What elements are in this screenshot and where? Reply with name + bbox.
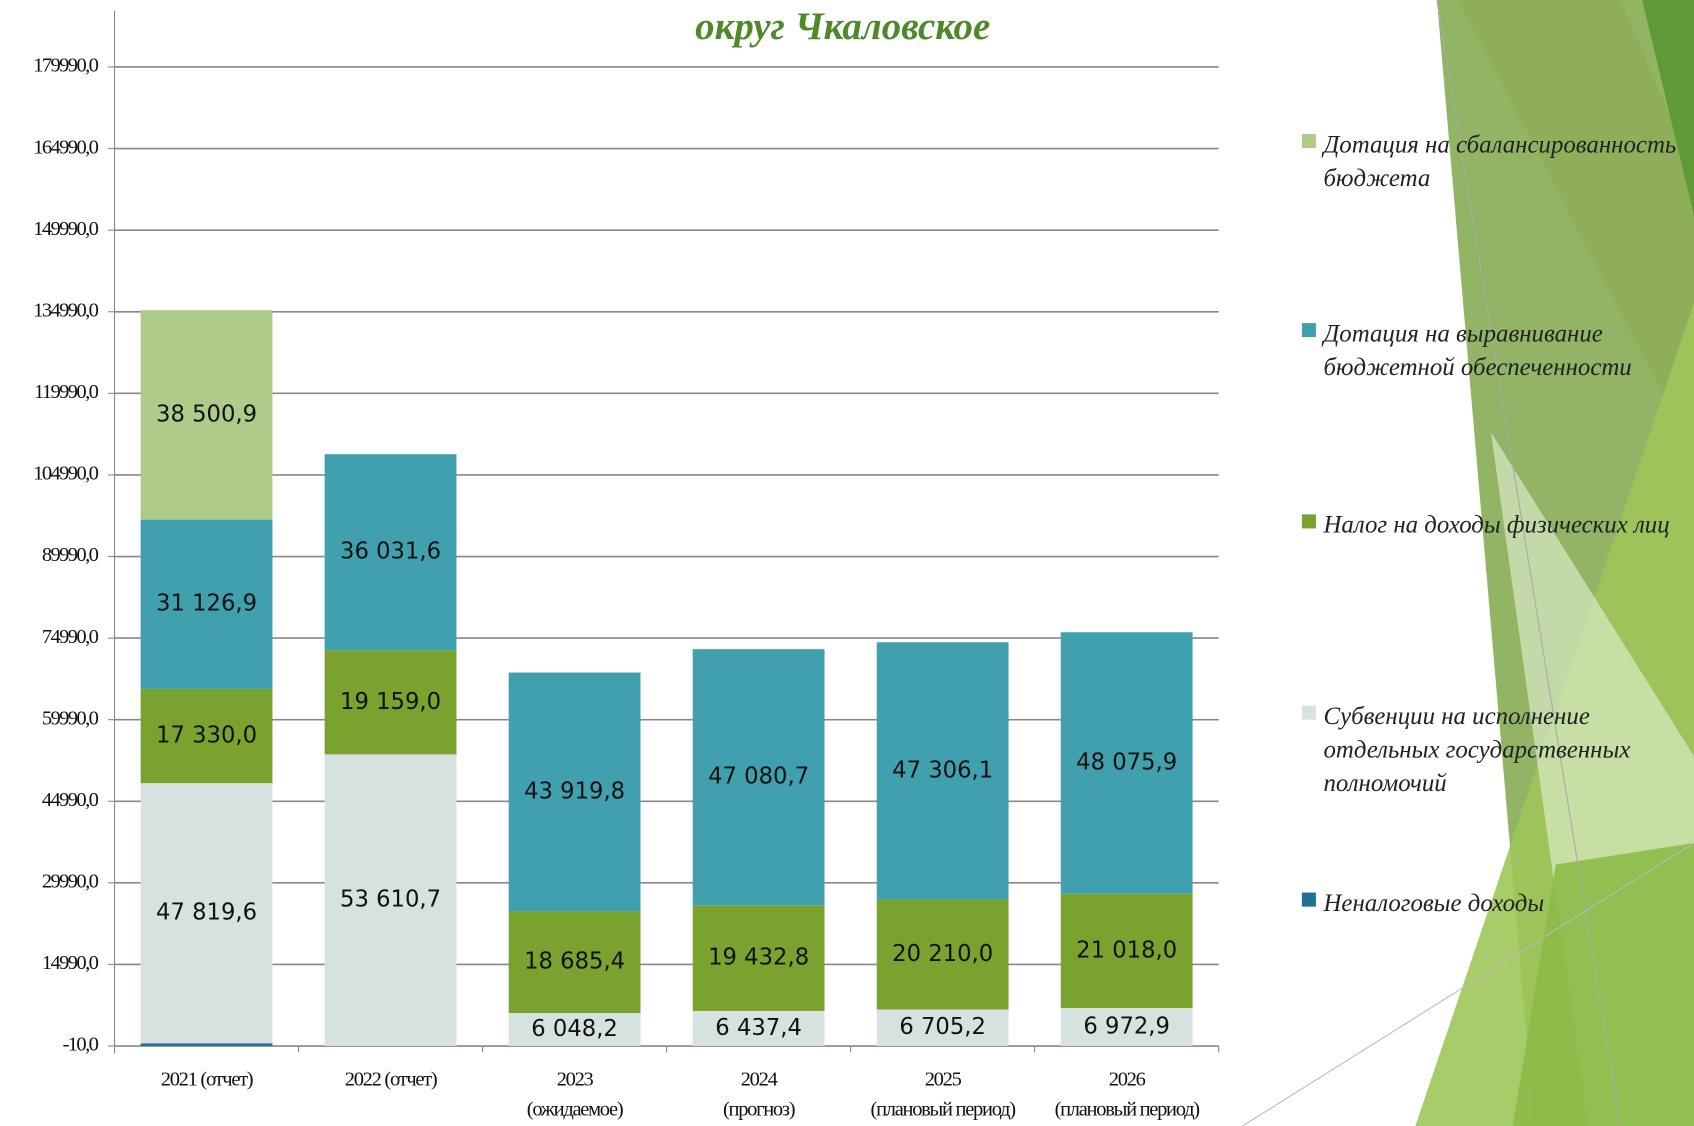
x-tick-label: 2026 — [1109, 1068, 1146, 1090]
legend-label: Субвенции на исполнение отдельных госуда… — [1323, 702, 1631, 797]
legend-item: Субвенции на исполнение отдельных госуда… — [1301, 699, 1680, 799]
bar-segment — [1060, 893, 1193, 1009]
x-tick-label: (плановый период) — [1055, 1099, 1200, 1121]
bar-segment — [1060, 632, 1193, 894]
data-label: 53 610,7 — [340, 887, 441, 913]
data-label: 17 330,0 — [156, 723, 257, 749]
legend-label: Неналоговые доходы — [1323, 889, 1545, 917]
bar-segment — [692, 1010, 825, 1046]
bar-segment — [324, 650, 457, 755]
bar-segment — [876, 642, 1009, 900]
bar-segment — [140, 310, 273, 520]
y-tick-label: 29990,0 — [42, 871, 99, 893]
bar-segment — [324, 454, 457, 651]
bar-segment — [508, 672, 641, 912]
legend-swatch — [1301, 705, 1316, 720]
data-label: 47 306,1 — [892, 757, 993, 783]
x-tick-label: (плановый период) — [871, 1099, 1016, 1121]
y-tick-label: 164990,0 — [33, 136, 98, 158]
legend-item: Дотация на выравнивание бюджетной обеспе… — [1301, 317, 1680, 384]
x-tick-label: 2021 (отчет) — [161, 1068, 253, 1090]
y-tick-label: 179990,0 — [33, 55, 98, 77]
bar-segment — [140, 1043, 273, 1046]
legend-label: Дотация на выравнивание бюджетной обеспе… — [1323, 319, 1632, 381]
legend-label: Дотация на сбалансированность бюджета — [1323, 130, 1677, 192]
data-label: 18 685,4 — [524, 949, 625, 975]
bar-segment — [876, 899, 1009, 1010]
legend-label: Налог на доходы физических лиц — [1323, 511, 1670, 539]
data-label: 47 080,7 — [708, 764, 809, 790]
bar-segment — [324, 754, 457, 1046]
y-tick-label: 134990,0 — [33, 299, 98, 321]
data-label: 31 126,9 — [156, 591, 257, 617]
legend-item: Неналоговые доходы — [1301, 886, 1680, 919]
x-tick-label: 2024 — [741, 1068, 778, 1090]
y-tick-label: 44990,0 — [42, 789, 99, 811]
x-tick-label: 2025 — [925, 1068, 962, 1090]
data-label: 21 018,0 — [1076, 937, 1177, 963]
decoration — [1242, 0, 1694, 1126]
x-tick-label: (прогноз) — [723, 1099, 795, 1121]
data-label: 19 432,8 — [708, 945, 809, 971]
data-label: 20 210,0 — [892, 941, 993, 967]
bar-segment — [140, 783, 273, 1044]
bar-segment — [876, 1009, 1009, 1046]
data-label: 6 437,4 — [715, 1015, 802, 1041]
bar-segment — [140, 688, 273, 784]
x-tick-label: 2023 — [557, 1068, 594, 1090]
data-label: 19 159,0 — [340, 689, 441, 715]
legend-swatch — [1301, 323, 1316, 338]
chart-title: округ Чкаловское — [695, 5, 990, 48]
y-tick-label: -10,0 — [63, 1034, 99, 1056]
y-tick-label: 74990,0 — [42, 626, 99, 648]
bar-segment — [1060, 1008, 1193, 1046]
bar-segment — [140, 519, 273, 689]
y-tick-label: 14990,0 — [42, 952, 99, 974]
legend-item: Дотация на сбалансированность бюджета — [1301, 128, 1680, 195]
y-tick-label: 89990,0 — [42, 544, 99, 566]
data-label: 6 048,2 — [531, 1016, 618, 1042]
bar-segment — [508, 911, 641, 1014]
y-tick-label: 59990,0 — [42, 707, 99, 729]
data-label: 6 705,2 — [899, 1014, 986, 1040]
legend-swatch — [1301, 892, 1316, 907]
data-label: 36 031,6 — [340, 539, 441, 565]
y-tick-label: 149990,0 — [33, 218, 98, 240]
data-label: 38 500,9 — [156, 401, 257, 427]
data-label: 47 819,6 — [156, 900, 257, 926]
bar-segment — [692, 649, 825, 906]
bar-segment — [692, 905, 825, 1011]
legend-item: Налог на доходы физических лиц — [1301, 508, 1680, 541]
data-label: 6 972,9 — [1083, 1014, 1170, 1040]
y-tick-label: 104990,0 — [33, 463, 98, 485]
legend-swatch — [1301, 133, 1316, 149]
legend-swatch — [1301, 514, 1316, 529]
y-tick-label: 119990,0 — [34, 381, 99, 403]
bar-segment — [508, 1013, 641, 1046]
data-label: 43 919,8 — [524, 778, 625, 804]
x-tick-label: 2022 (отчет) — [345, 1068, 437, 1090]
data-label: 48 075,9 — [1076, 749, 1177, 775]
x-tick-label: (ожидаемое) — [527, 1099, 623, 1121]
